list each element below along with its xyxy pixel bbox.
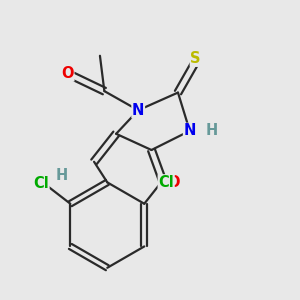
- Text: N: N: [132, 103, 144, 118]
- Text: H: H: [206, 123, 218, 138]
- Text: S: S: [190, 51, 201, 66]
- Text: Cl: Cl: [158, 175, 174, 190]
- Text: O: O: [61, 66, 74, 81]
- Text: N: N: [184, 123, 196, 138]
- Text: Cl: Cl: [33, 176, 49, 191]
- Text: H: H: [56, 167, 68, 182]
- Text: O: O: [167, 175, 180, 190]
